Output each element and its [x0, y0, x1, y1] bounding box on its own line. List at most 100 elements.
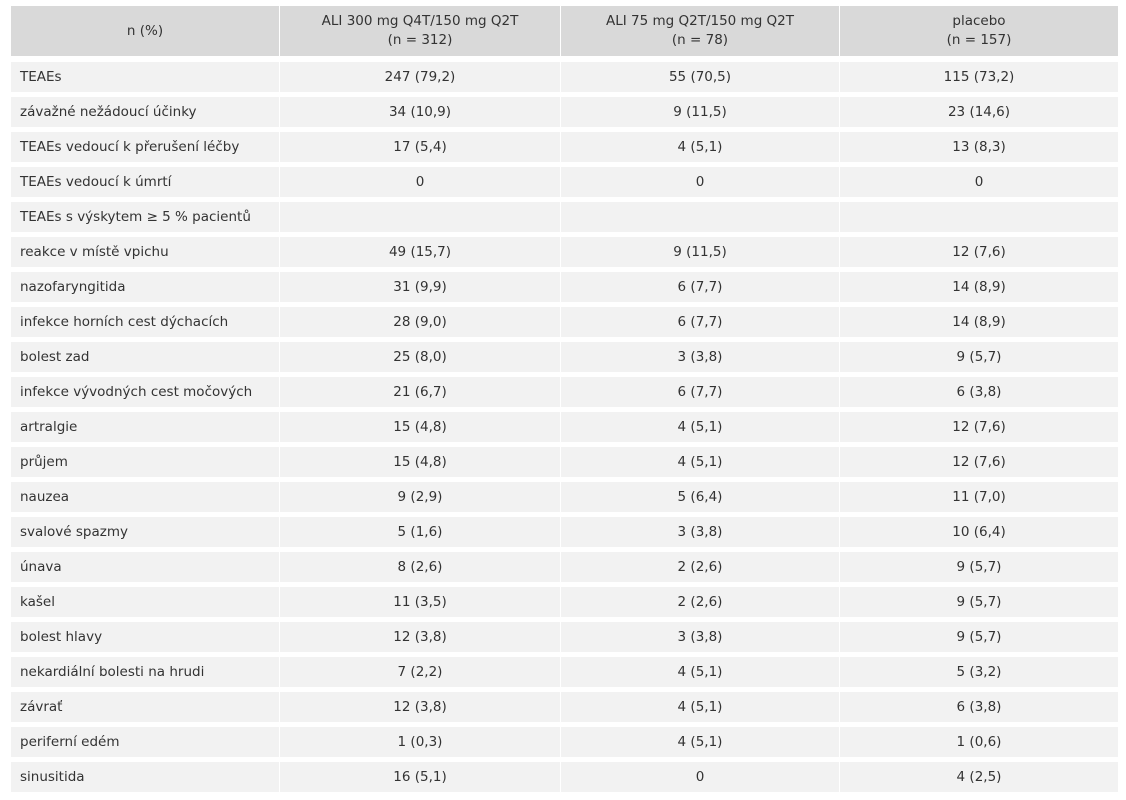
- table-row: únava 8 (2,6) 2 (2,6) 9 (5,7): [11, 547, 1118, 582]
- cell-ali-75: 9 (11,5): [560, 92, 839, 127]
- row-label: TEAEs vedoucí k přerušení léčby: [11, 127, 279, 162]
- cell-placebo: 12 (7,6): [839, 232, 1118, 267]
- row-label: sinusitida: [11, 757, 279, 792]
- cell-ali-75: 3 (3,8): [560, 337, 839, 372]
- row-label: závažné nežádoucí účinky: [11, 92, 279, 127]
- cell-ali-75: 6 (7,7): [560, 302, 839, 337]
- table-row: artralgie 15 (4,8) 4 (5,1) 12 (7,6): [11, 407, 1118, 442]
- cell-ali-75: 0: [560, 757, 839, 792]
- cell-ali-75: 0: [560, 162, 839, 197]
- row-label: artralgie: [11, 407, 279, 442]
- table-row: kašel 11 (3,5) 2 (2,6) 9 (5,7): [11, 582, 1118, 617]
- cell-ali-75: 5 (6,4): [560, 477, 839, 512]
- row-label: TEAEs: [11, 56, 279, 92]
- cell-placebo: 5 (3,2): [839, 652, 1118, 687]
- table-row: TEAEs vedoucí k přerušení léčby 17 (5,4) 4…: [11, 127, 1118, 162]
- header-ali-75: ALI 75 mg Q2T/150 mg Q2T (n = 78): [560, 6, 839, 56]
- table-row: nekardiální bolesti na hrudi 7 (2,2) 4 (5,…: [11, 652, 1118, 687]
- cell-ali-75: 3 (3,8): [560, 512, 839, 547]
- cell-ali-75: 4 (5,1): [560, 127, 839, 162]
- cell-placebo: [839, 197, 1118, 232]
- table-row: nazofaryngitida 31 (9,9) 6 (7,7) 14 (8,9): [11, 267, 1118, 302]
- table-row: periferní edém 1 (0,3) 4 (5,1) 1 (0,6): [11, 722, 1118, 757]
- row-label: TEAEs s výskytem ≥ 5 % pacientů: [11, 197, 279, 232]
- cell-placebo: 14 (8,9): [839, 302, 1118, 337]
- cell-ali-75: 6 (7,7): [560, 267, 839, 302]
- table-header: n (%) ALI 300 mg Q4T/150 mg Q2T (n = 312…: [11, 6, 1118, 56]
- header-ali-300-label: ALI 300 mg Q4T/150 mg Q2T: [321, 13, 519, 29]
- cell-placebo: 115 (73,2): [839, 56, 1118, 92]
- adverse-events-table-container: n (%) ALI 300 mg Q4T/150 mg Q2T (n = 312…: [11, 6, 1118, 792]
- table-row: průjem 15 (4,8) 4 (5,1) 12 (7,6): [11, 442, 1118, 477]
- cell-ali-300: 34 (10,9): [279, 92, 560, 127]
- cell-ali-300: 9 (2,9): [279, 477, 560, 512]
- header-ali-300: ALI 300 mg Q4T/150 mg Q2T (n = 312): [279, 6, 560, 56]
- cell-ali-300: 31 (9,9): [279, 267, 560, 302]
- row-label: bolest zad: [11, 337, 279, 372]
- cell-ali-300: 21 (6,7): [279, 372, 560, 407]
- row-label: únava: [11, 547, 279, 582]
- cell-placebo: 11 (7,0): [839, 477, 1118, 512]
- cell-ali-75: 4 (5,1): [560, 407, 839, 442]
- cell-ali-300: 49 (15,7): [279, 232, 560, 267]
- header-ali-75-label: ALI 75 mg Q2T/150 mg Q2T: [605, 13, 795, 29]
- row-label: periferní edém: [11, 722, 279, 757]
- header-placebo-label: placebo: [952, 13, 1006, 29]
- cell-ali-300: 5 (1,6): [279, 512, 560, 547]
- cell-ali-75: 4 (5,1): [560, 442, 839, 477]
- cell-ali-75: 2 (2,6): [560, 582, 839, 617]
- cell-ali-300: 8 (2,6): [279, 547, 560, 582]
- cell-placebo: 6 (3,8): [839, 687, 1118, 722]
- cell-placebo: 12 (7,6): [839, 442, 1118, 477]
- row-label: závrať: [11, 687, 279, 722]
- cell-ali-300: 11 (3,5): [279, 582, 560, 617]
- table-row: infekce vývodných cest močových 21 (6,7) 6…: [11, 372, 1118, 407]
- table-row: nauzea 9 (2,9) 5 (6,4) 11 (7,0): [11, 477, 1118, 512]
- cell-ali-75: 6 (7,7): [560, 372, 839, 407]
- cell-placebo: 9 (5,7): [839, 337, 1118, 372]
- row-label: kašel: [11, 582, 279, 617]
- cell-placebo: 6 (3,8): [839, 372, 1118, 407]
- row-label: průjem: [11, 442, 279, 477]
- cell-ali-300: 17 (5,4): [279, 127, 560, 162]
- cell-ali-300: 16 (5,1): [279, 757, 560, 792]
- cell-placebo: 4 (2,5): [839, 757, 1118, 792]
- cell-ali-300: 15 (4,8): [279, 442, 560, 477]
- table-row: bolest hlavy 12 (3,8) 3 (3,8) 9 (5,7): [11, 617, 1118, 652]
- cell-placebo: 12 (7,6): [839, 407, 1118, 442]
- cell-placebo: 9 (5,7): [839, 582, 1118, 617]
- header-row: n (%) ALI 300 mg Q4T/150 mg Q2T (n = 312…: [11, 6, 1118, 56]
- table-row: TEAEs 247 (79,2) 55 (70,5) 115 (73,2): [11, 56, 1118, 92]
- cell-placebo: 23 (14,6): [839, 92, 1118, 127]
- table-row: reakce v místě vpichu 49 (15,7) 9 (11,5) 12…: [11, 232, 1118, 267]
- cell-placebo: 1 (0,6): [839, 722, 1118, 757]
- cell-ali-300: 1 (0,3): [279, 722, 560, 757]
- cell-ali-300: 28 (9,0): [279, 302, 560, 337]
- cell-ali-75: 9 (11,5): [560, 232, 839, 267]
- table-row: TEAEs vedoucí k úmrtí 0 0 0: [11, 162, 1118, 197]
- table-row: svalové spazmy 5 (1,6) 3 (3,8) 10 (6,4): [11, 512, 1118, 547]
- table-row: sinusitida 16 (5,1) 0 4 (2,5): [11, 757, 1118, 792]
- cell-ali-75: [560, 197, 839, 232]
- row-label: infekce vývodných cest močových: [11, 372, 279, 407]
- table-row: závažné nežádoucí účinky 34 (10,9) 9 (11,5…: [11, 92, 1118, 127]
- cell-ali-75: 55 (70,5): [560, 56, 839, 92]
- cell-ali-75: 4 (5,1): [560, 722, 839, 757]
- row-label: TEAEs vedoucí k úmrtí: [11, 162, 279, 197]
- cell-ali-75: 4 (5,1): [560, 687, 839, 722]
- cell-ali-75: 3 (3,8): [560, 617, 839, 652]
- cell-ali-300: 0: [279, 162, 560, 197]
- cell-placebo: 13 (8,3): [839, 127, 1118, 162]
- table-row: TEAEs s výskytem ≥ 5 % pacientů: [11, 197, 1118, 232]
- table-row: infekce horních cest dýchacích 28 (9,0) 6 …: [11, 302, 1118, 337]
- row-label: nazofaryngitida: [11, 267, 279, 302]
- header-n-percent: n (%): [11, 6, 279, 56]
- cell-placebo: 10 (6,4): [839, 512, 1118, 547]
- header-placebo: placebo (n = 157): [839, 6, 1118, 56]
- row-label: bolest hlavy: [11, 617, 279, 652]
- cell-ali-300: 12 (3,8): [279, 687, 560, 722]
- row-label: infekce horních cest dýchacích: [11, 302, 279, 337]
- cell-placebo: 0: [839, 162, 1118, 197]
- cell-placebo: 14 (8,9): [839, 267, 1118, 302]
- adverse-events-table: n (%) ALI 300 mg Q4T/150 mg Q2T (n = 312…: [11, 6, 1118, 792]
